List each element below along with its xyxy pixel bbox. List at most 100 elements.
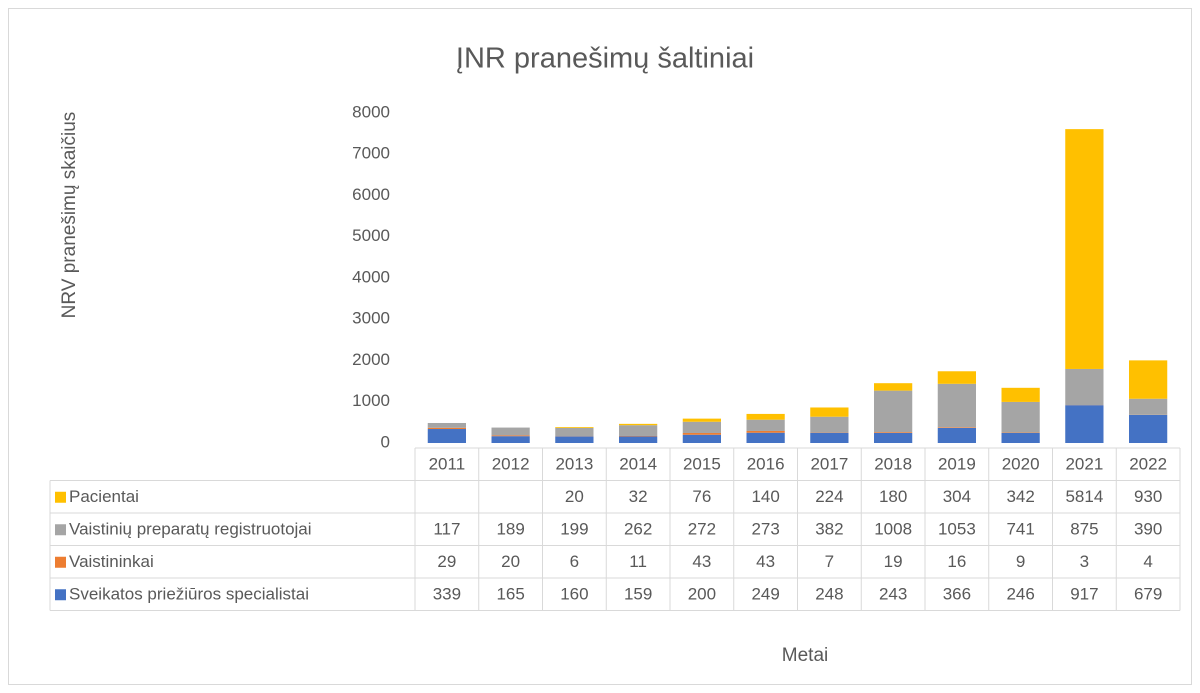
bar-segment — [682, 421, 721, 433]
bar-segment — [1065, 368, 1104, 406]
bar-segment — [937, 427, 976, 428]
bar-segment — [810, 416, 849, 433]
bar-segment — [619, 423, 658, 426]
bar-segment — [874, 390, 913, 433]
table-value: 7 — [825, 552, 834, 571]
table-value: 32 — [629, 487, 648, 506]
bar-segment — [1129, 414, 1168, 443]
bar-segment — [427, 427, 466, 430]
table-value: 4 — [1143, 552, 1152, 571]
bar-segment — [682, 418, 721, 422]
bar-segment — [1129, 398, 1168, 415]
table-value: 43 — [756, 552, 775, 571]
table-value: 1008 — [874, 520, 912, 539]
bar-segment — [427, 422, 466, 428]
x-tick-label: 2017 — [810, 455, 848, 474]
table-value: 243 — [879, 585, 907, 604]
bar-segment — [1065, 129, 1104, 369]
table-value: 342 — [1006, 487, 1034, 506]
table-value: 930 — [1134, 487, 1162, 506]
table-value: 741 — [1006, 520, 1034, 539]
table-value: 189 — [496, 520, 524, 539]
bar-segment — [874, 432, 913, 433]
table-value: 165 — [496, 585, 524, 604]
table-value: 20 — [501, 552, 520, 571]
bar-segment — [1001, 432, 1040, 443]
legend-key — [55, 556, 66, 568]
bar-segment — [810, 432, 849, 443]
x-tick-label: 2011 — [429, 455, 466, 474]
bar-segment — [874, 383, 913, 391]
table-value: 29 — [437, 552, 456, 571]
y-tick-label: 7000 — [352, 144, 390, 163]
x-tick-label: 2016 — [747, 455, 785, 474]
table-value: 224 — [815, 487, 843, 506]
chart-border — [8, 8, 1192, 685]
table-value: 1053 — [938, 520, 976, 539]
bar-segment — [491, 436, 530, 443]
bar-segment — [746, 430, 785, 433]
legend-label: Vaistininkai — [69, 552, 154, 571]
table-value: 76 — [692, 487, 711, 506]
table-value: 16 — [947, 552, 966, 571]
bar-segment — [555, 427, 594, 428]
table-value: 917 — [1070, 585, 1098, 604]
y-tick-label: 5000 — [352, 226, 390, 245]
table-value: 200 — [688, 585, 716, 604]
x-tick-label: 2014 — [619, 455, 657, 474]
legend-key — [55, 524, 66, 536]
x-tick-label: 2021 — [1065, 455, 1103, 474]
table-value: 6 — [570, 552, 579, 571]
table-value: 875 — [1070, 520, 1098, 539]
table-value: 159 — [624, 585, 652, 604]
bar-segment — [491, 435, 530, 437]
table-value: 20 — [565, 487, 584, 506]
bar-segment — [937, 371, 976, 384]
bar-segment — [746, 419, 785, 431]
bar-segment — [937, 383, 976, 428]
table-value: 262 — [624, 520, 652, 539]
x-tick-label: 2012 — [492, 455, 530, 474]
table-value: 180 — [879, 487, 907, 506]
chart-title: ĮNR pranešimų šaltiniai — [456, 43, 754, 75]
legend-key — [55, 589, 66, 601]
y-tick-label: 0 — [381, 432, 390, 451]
table-value: 248 — [815, 585, 843, 604]
bar-segment — [555, 427, 594, 437]
bar-segment — [619, 436, 658, 443]
bar-segment — [427, 429, 466, 443]
table-value: 19 — [884, 552, 903, 571]
table-value: 382 — [815, 520, 843, 539]
bar-segment — [682, 434, 721, 443]
table-value: 366 — [943, 585, 971, 604]
table-value: 11 — [629, 552, 647, 571]
bar-segment — [937, 427, 976, 443]
table-value: 679 — [1134, 585, 1162, 604]
bar-segment — [491, 427, 530, 436]
table-value: 339 — [433, 585, 461, 604]
bar-segment — [619, 425, 658, 436]
y-tick-label: 3000 — [352, 309, 390, 328]
y-tick-label: 6000 — [352, 185, 390, 204]
table-value: 304 — [943, 487, 971, 506]
table-value: 273 — [751, 520, 779, 539]
y-tick-label: 4000 — [352, 267, 390, 286]
bar-segment — [555, 436, 594, 443]
bar-segment — [1001, 387, 1040, 402]
legend-key — [55, 491, 66, 503]
table-value: 140 — [751, 487, 779, 506]
table-value: 390 — [1134, 520, 1162, 539]
table-value: 9 — [1016, 552, 1025, 571]
y-tick-label: 2000 — [352, 350, 390, 369]
bar-segment — [1065, 405, 1104, 443]
bar-segment — [1001, 401, 1040, 433]
table-value: 117 — [433, 520, 460, 539]
table-value: 43 — [692, 552, 711, 571]
x-tick-label: 2020 — [1002, 455, 1040, 474]
table-value: 249 — [751, 585, 779, 604]
table-value: 160 — [560, 585, 588, 604]
x-tick-label: 2013 — [555, 455, 593, 474]
table-value: 246 — [1006, 585, 1034, 604]
table-value: 5814 — [1065, 487, 1103, 506]
y-axis-title: NRV pranešimų skaičius — [59, 112, 80, 319]
